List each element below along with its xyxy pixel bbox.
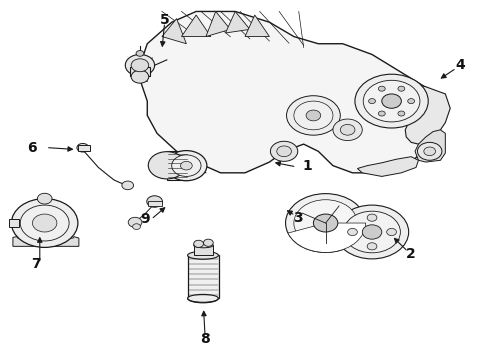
- Circle shape: [194, 240, 203, 247]
- Text: 5: 5: [160, 13, 169, 27]
- Circle shape: [333, 119, 362, 140]
- Text: 6: 6: [27, 141, 37, 155]
- Circle shape: [133, 224, 141, 229]
- Bar: [194, 245, 213, 255]
- Circle shape: [77, 143, 89, 152]
- Wedge shape: [288, 223, 366, 252]
- Text: 4: 4: [455, 58, 465, 72]
- Polygon shape: [245, 15, 270, 37]
- Circle shape: [378, 111, 385, 116]
- Polygon shape: [162, 19, 186, 44]
- Bar: [78, 145, 90, 150]
- Circle shape: [398, 86, 405, 91]
- Circle shape: [382, 94, 401, 108]
- Bar: [130, 67, 150, 76]
- Polygon shape: [357, 157, 418, 176]
- Circle shape: [148, 152, 185, 179]
- Bar: [167, 150, 187, 180]
- Circle shape: [355, 74, 428, 128]
- Circle shape: [335, 205, 409, 259]
- Polygon shape: [225, 12, 250, 33]
- Circle shape: [294, 101, 333, 130]
- Circle shape: [340, 125, 355, 135]
- Circle shape: [128, 217, 142, 227]
- Circle shape: [398, 111, 405, 116]
- Circle shape: [147, 196, 162, 207]
- Circle shape: [125, 54, 155, 76]
- Circle shape: [32, 214, 57, 232]
- Circle shape: [294, 200, 357, 246]
- Circle shape: [286, 194, 366, 252]
- Circle shape: [363, 80, 420, 122]
- Circle shape: [408, 99, 415, 104]
- Circle shape: [378, 86, 385, 91]
- Circle shape: [203, 239, 213, 246]
- Circle shape: [306, 110, 321, 121]
- Text: 7: 7: [31, 257, 41, 271]
- Circle shape: [367, 214, 377, 221]
- Bar: [9, 219, 19, 226]
- Bar: [148, 201, 162, 206]
- Circle shape: [136, 50, 144, 56]
- Circle shape: [122, 181, 134, 190]
- Circle shape: [368, 99, 375, 104]
- Circle shape: [362, 225, 382, 239]
- Polygon shape: [405, 83, 450, 144]
- Circle shape: [270, 141, 298, 161]
- Circle shape: [172, 155, 201, 176]
- Circle shape: [387, 228, 396, 235]
- Polygon shape: [181, 15, 211, 37]
- Circle shape: [180, 161, 192, 170]
- Polygon shape: [206, 12, 230, 37]
- Circle shape: [20, 205, 69, 241]
- Circle shape: [37, 193, 52, 204]
- Circle shape: [287, 96, 340, 135]
- Circle shape: [314, 214, 338, 232]
- Text: 1: 1: [303, 159, 313, 174]
- Circle shape: [277, 146, 292, 157]
- Text: 2: 2: [406, 247, 416, 261]
- Polygon shape: [13, 237, 79, 246]
- Circle shape: [424, 147, 436, 156]
- Ellipse shape: [188, 294, 219, 302]
- Circle shape: [131, 70, 149, 83]
- Text: 3: 3: [293, 211, 302, 225]
- Polygon shape: [138, 12, 441, 173]
- Bar: [188, 255, 219, 298]
- Circle shape: [343, 211, 400, 253]
- Polygon shape: [415, 130, 445, 162]
- Circle shape: [11, 199, 78, 247]
- Circle shape: [131, 59, 149, 72]
- Circle shape: [367, 243, 377, 250]
- Text: 8: 8: [200, 332, 210, 346]
- Ellipse shape: [194, 243, 213, 248]
- Circle shape: [417, 142, 442, 160]
- Text: 9: 9: [140, 212, 149, 226]
- Circle shape: [166, 150, 207, 181]
- Circle shape: [347, 228, 357, 235]
- Ellipse shape: [188, 251, 219, 259]
